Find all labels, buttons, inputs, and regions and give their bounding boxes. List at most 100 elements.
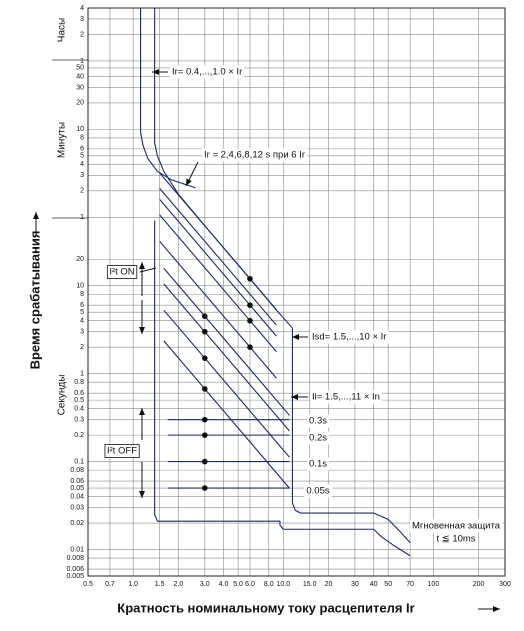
- curve: [159, 214, 277, 352]
- x-tick-label: 40: [370, 581, 378, 588]
- leader-line: [139, 267, 157, 273]
- annotation: 0.2s: [309, 433, 327, 444]
- y-tick-label: 10: [76, 283, 84, 290]
- x-tick-label: 1.5: [155, 581, 165, 588]
- annotation-background: [202, 148, 308, 162]
- leader-arrow: [185, 161, 199, 187]
- unit-label: Минуты: [57, 122, 68, 158]
- y-tick-label: 50: [76, 65, 84, 72]
- curve: [159, 198, 277, 337]
- marker: [247, 344, 253, 350]
- y-tick-label: 0.8: [74, 379, 84, 386]
- marker: [202, 416, 208, 423]
- x-tick-label: 0.5: [83, 581, 93, 588]
- y-tick-label: 0.04: [70, 493, 84, 500]
- marker: [247, 275, 253, 282]
- x-tick-label: 8.0: [264, 581, 274, 588]
- y-tick-label: 3: [80, 16, 84, 23]
- y-tick-label: 0.06: [70, 478, 84, 485]
- y-tick-label: 1: [80, 58, 84, 65]
- marker: [202, 458, 208, 465]
- x-tick-label: 300: [499, 581, 511, 588]
- annotation-background: [410, 519, 503, 533]
- annotation-background: [310, 330, 389, 344]
- curve: [159, 188, 277, 326]
- y-tick-label: 3: [80, 329, 84, 336]
- x-tick-label: 0.7: [105, 581, 115, 588]
- y-tick-label: 4: [80, 161, 84, 168]
- annotation: Ir= 0.4,...,1.0 × Ir: [172, 67, 242, 78]
- y-tick-label: 2: [80, 188, 84, 195]
- curve: [163, 309, 290, 458]
- x-tick-label: 15.0: [303, 581, 317, 588]
- y-tick-label: 0.02: [70, 520, 84, 527]
- y-tick-label: 20: [76, 256, 84, 263]
- y-tick-label: 0.08: [70, 467, 84, 474]
- unit-label: Часы: [57, 18, 68, 42]
- x-tick-label: 100: [428, 581, 440, 588]
- x-tick-label: 50: [384, 581, 392, 588]
- x-tick-label: 1.0: [128, 581, 138, 588]
- x-tick-label: 2.0: [174, 581, 184, 588]
- y-tick-label: 5: [80, 309, 84, 316]
- y-tick-label: 0.2: [74, 432, 84, 439]
- annotation: Ir = 2,4,6,8,12 s при 6 Ir: [204, 150, 305, 161]
- y-tick-label: 0.008: [66, 555, 84, 562]
- annotation-background: [307, 431, 330, 445]
- y-tick-label: 4: [80, 5, 84, 12]
- marker: [202, 485, 208, 491]
- y-tick-label: 20: [76, 100, 84, 107]
- y-tick-label: 0.1: [74, 458, 84, 465]
- curve: [163, 283, 290, 432]
- y-tick-label: 6: [80, 302, 84, 309]
- y-tick-label: 5: [80, 153, 84, 160]
- y-axis-title: Время срабатывания: [27, 231, 42, 370]
- annotation-background: [310, 390, 382, 404]
- annotation-background: [104, 444, 140, 458]
- y-tick-label: 4: [80, 318, 84, 325]
- unit-label: Секунды: [57, 375, 68, 416]
- annotation: I²t ON: [109, 267, 134, 278]
- y-tick-label: 0.3: [74, 416, 84, 423]
- x-tick-label: 70: [406, 581, 414, 588]
- curve: [163, 340, 290, 489]
- labels: 0.5 0.7 1.0 1.5 2.0 3.0 4.0 5.0 6.0 8.0 10.0 15.0 20…: [66, 5, 510, 588]
- y-tick-label: 6: [80, 146, 84, 153]
- annotation: 0.05s: [306, 486, 329, 497]
- y-tick-label: 0.6: [74, 390, 84, 397]
- y-tick-label: 0.006: [66, 566, 84, 573]
- y-tick-label: 2: [80, 31, 84, 38]
- x-tick-label: 5.0: [233, 581, 243, 588]
- x-tick-label: 10.0: [276, 581, 290, 588]
- y-tick-label: 0.4: [74, 405, 84, 412]
- marker: [202, 328, 208, 335]
- x-tick-label: 200: [473, 581, 485, 588]
- curves: [140, 8, 411, 557]
- y-tick-label: 0.01: [70, 546, 84, 553]
- grid: [87, 7, 506, 577]
- y-tick-label: 10: [76, 126, 84, 133]
- y-tick-label: 0.03: [70, 504, 84, 511]
- annotation-background: [304, 484, 332, 498]
- annotation-background: [307, 457, 330, 471]
- annotation-background: [434, 532, 478, 546]
- y-tick-label: 30: [76, 84, 84, 91]
- y-tick-label: 0.005: [66, 573, 84, 580]
- x-tick-label: 6.0: [245, 581, 255, 588]
- annotation-background: [106, 265, 138, 279]
- y-tick-label: 40: [76, 73, 84, 80]
- marker: [202, 386, 208, 392]
- curve: [159, 240, 277, 379]
- marker: [247, 317, 253, 324]
- x-axis-title: Кратность номинальному току расцепителя …: [117, 600, 414, 615]
- curve: [163, 267, 290, 416]
- plot-frame: [87, 7, 506, 577]
- marker: [247, 302, 253, 309]
- annotation: Isd= 1.5,...,10 × Ir: [312, 332, 386, 343]
- y-tick-label: 2: [80, 344, 84, 351]
- y-tick-label: 8: [80, 291, 84, 298]
- annotation: I²t OFF: [107, 446, 137, 457]
- curve: [159, 172, 277, 311]
